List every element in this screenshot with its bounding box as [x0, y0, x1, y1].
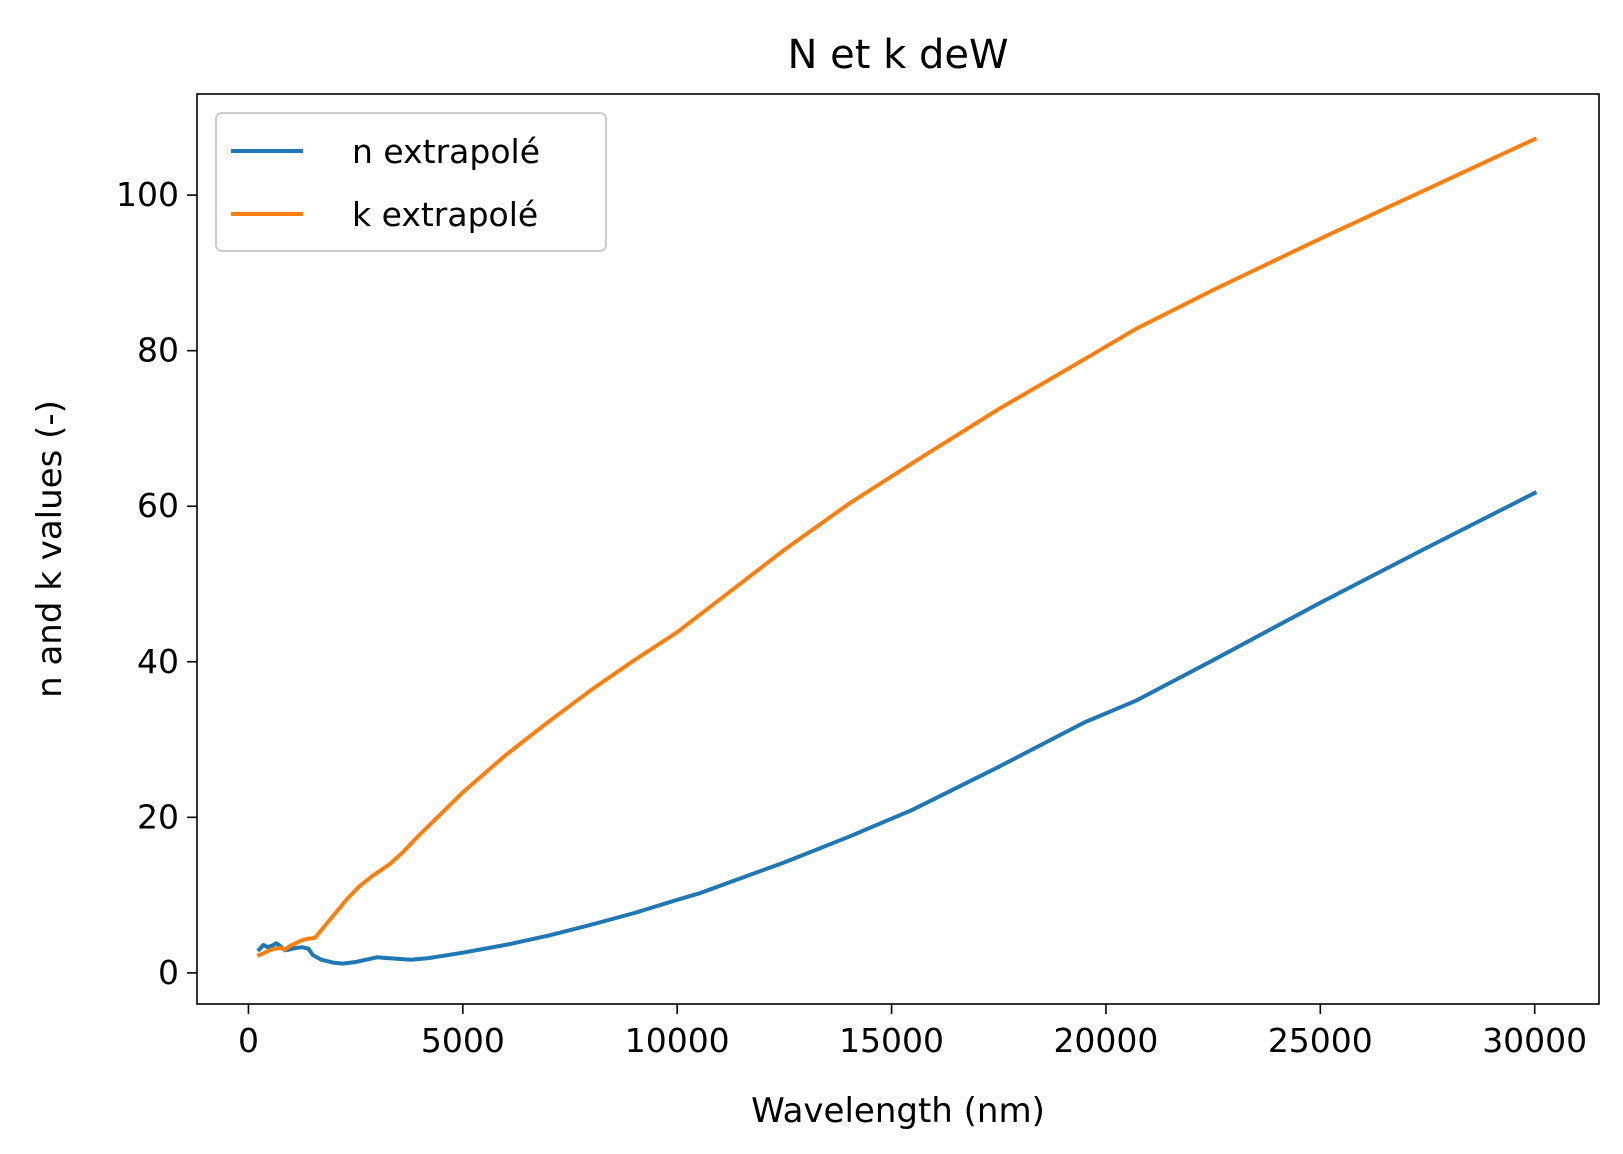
x-tick-label: 15000 — [839, 1021, 944, 1060]
x-tick-label: 10000 — [625, 1021, 730, 1060]
axes-frame — [196, 93, 1600, 1005]
series-line-k — [256, 136, 1538, 958]
y-tick-label: 100 — [116, 175, 179, 214]
y-tick-label: 0 — [158, 953, 179, 992]
x-tick-label: 5000 — [421, 1021, 505, 1060]
y-tick-label: 80 — [137, 331, 179, 370]
x-tick-label: 20000 — [1053, 1021, 1158, 1060]
y-tick-label: 40 — [137, 642, 179, 681]
series-layer — [256, 136, 1538, 966]
y-axis: 0 20 40 60 80 100 — [116, 175, 197, 992]
x-axis-title: Wavelength (nm) — [751, 1091, 1045, 1131]
legend-label: k extrapolé — [352, 195, 538, 234]
x-axis: 0 5000 10000 15000 20000 25000 30000 — [238, 1004, 1587, 1060]
y-tick-label: 20 — [137, 797, 179, 836]
y-axis-title: n and k values (-) — [30, 400, 70, 698]
x-tick-label: 25000 — [1268, 1021, 1373, 1060]
chart-title: N et k deW — [787, 32, 1008, 78]
x-tick-label: 30000 — [1482, 1021, 1587, 1060]
x-tick-label: 0 — [238, 1021, 259, 1060]
legend-box — [215, 112, 607, 252]
legend: n extrapolé k extrapolé — [215, 112, 607, 252]
legend-label: n extrapolé — [352, 132, 540, 171]
y-tick-label: 60 — [137, 486, 179, 525]
